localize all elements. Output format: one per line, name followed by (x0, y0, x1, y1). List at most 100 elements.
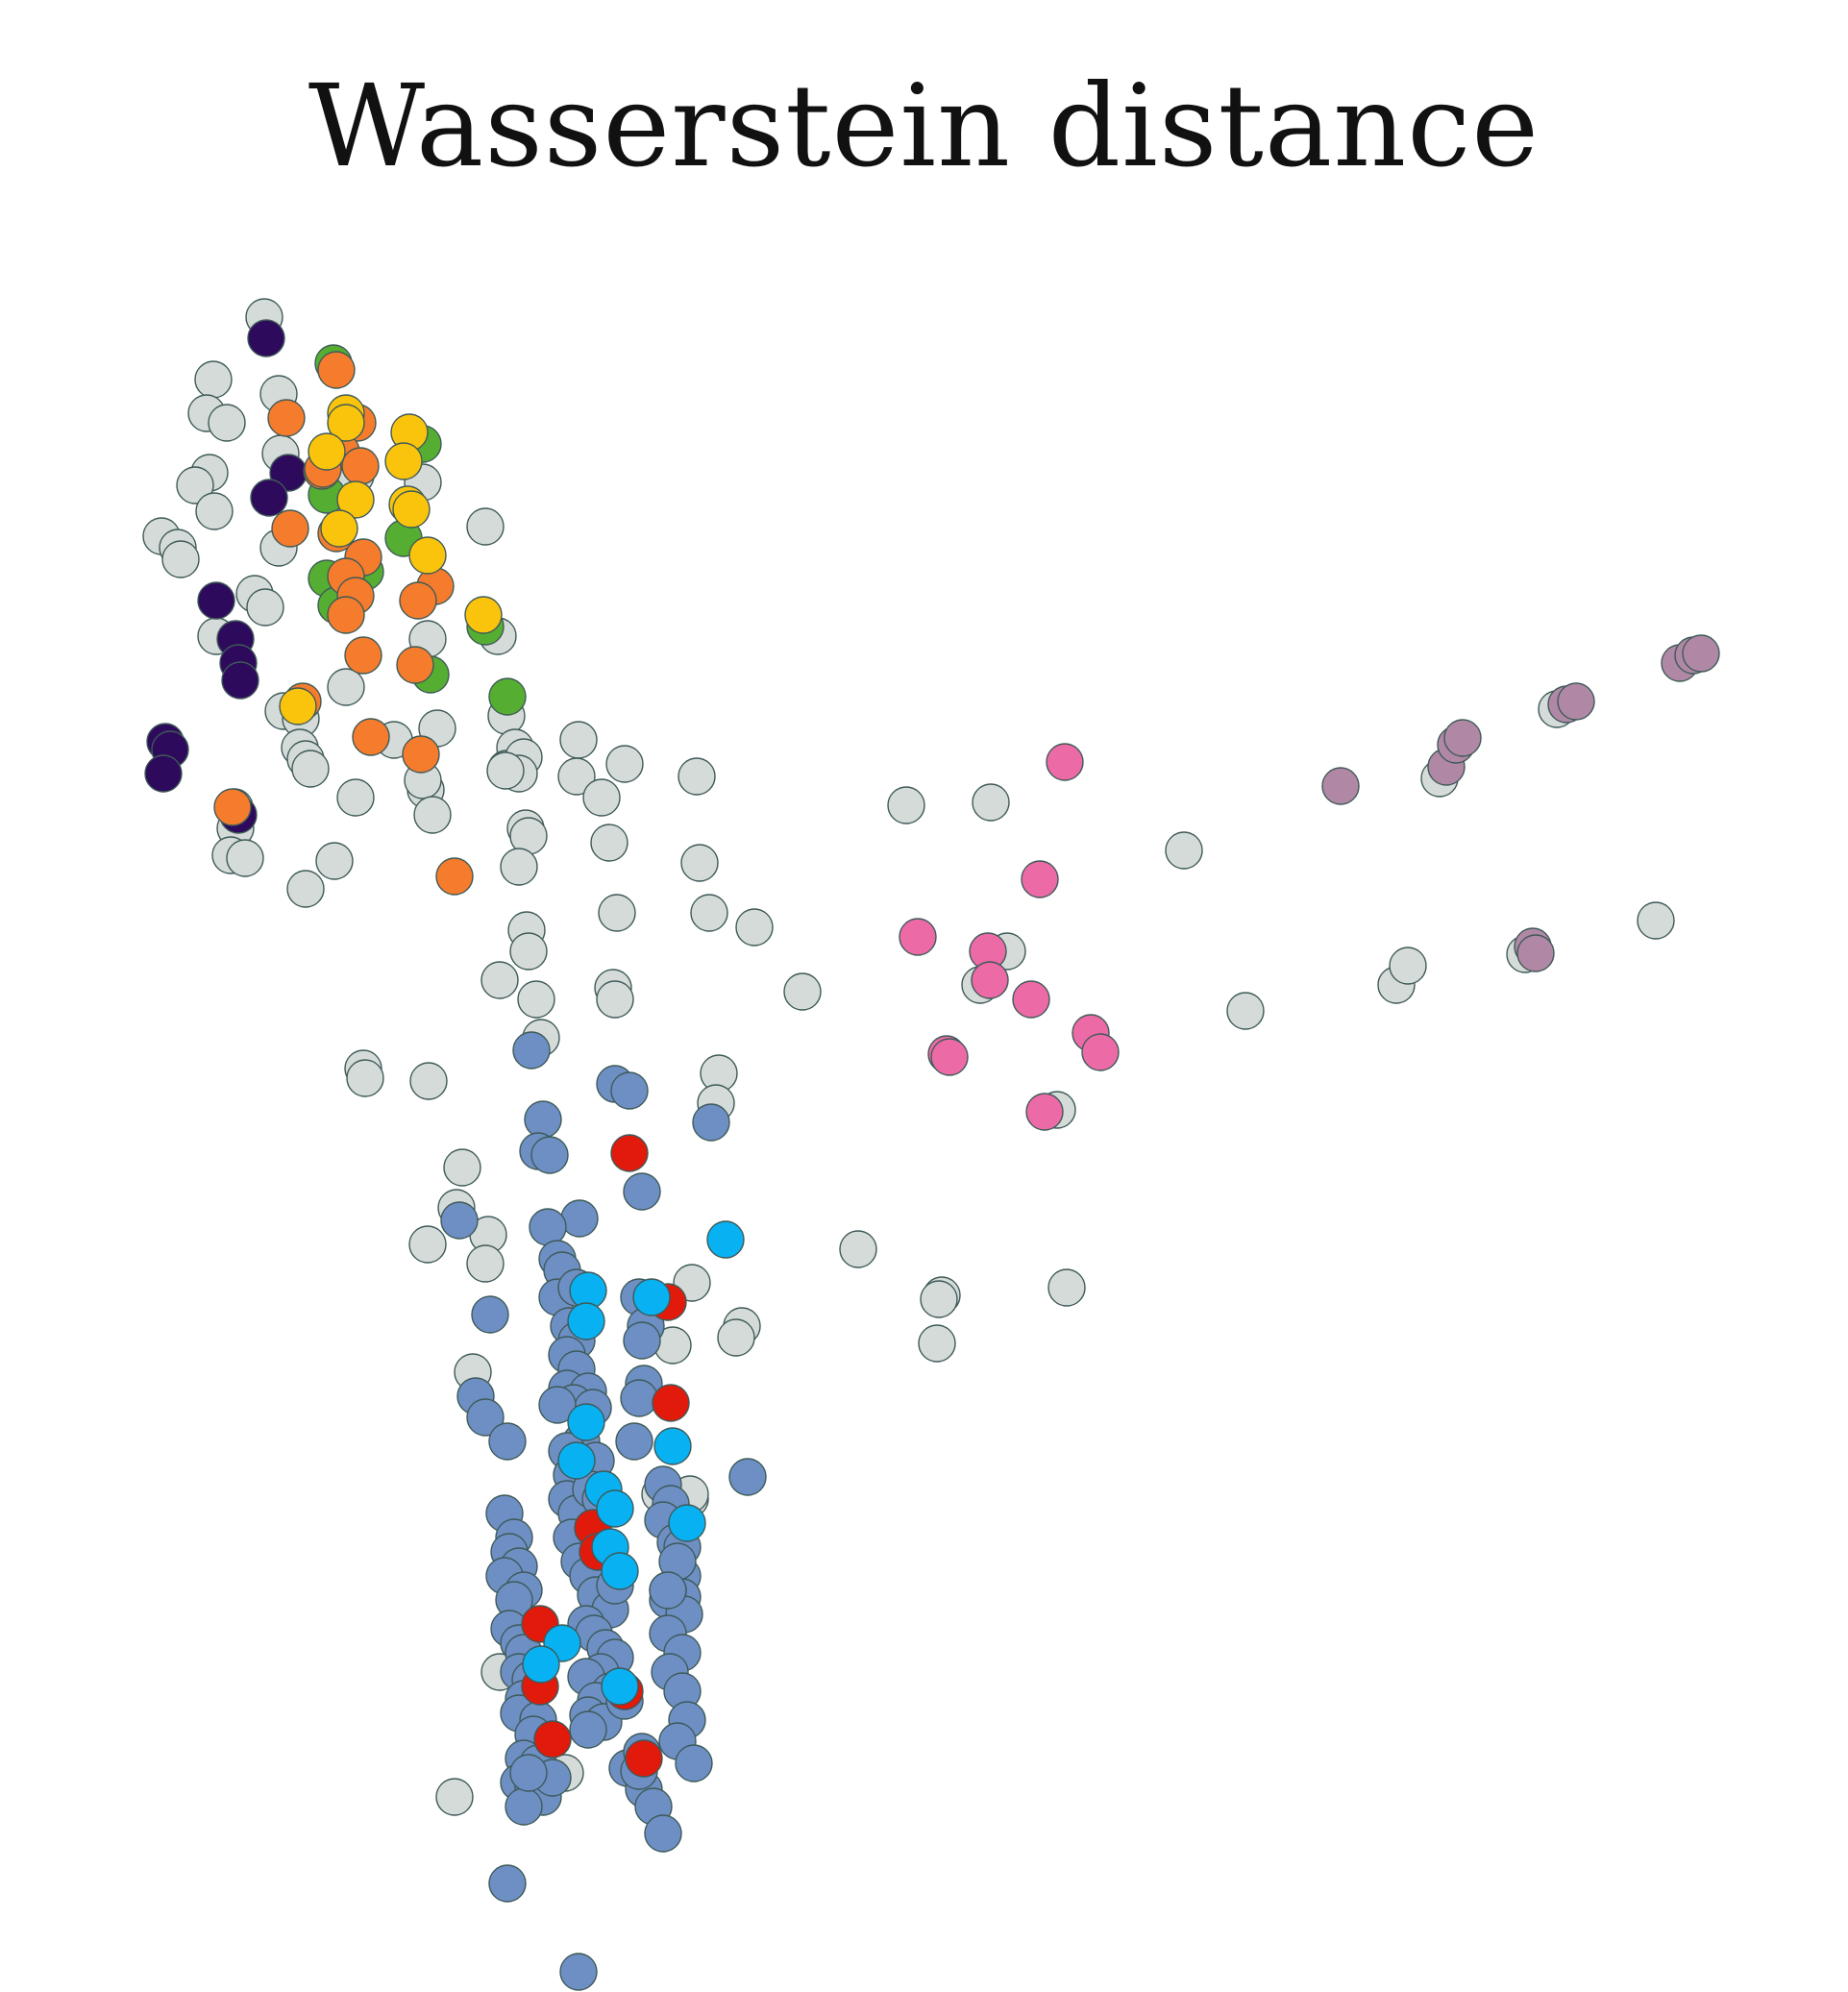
scatter-point-yellow (308, 432, 346, 471)
scatter-point-steel-blue (440, 1201, 479, 1240)
scatter-point-gray (678, 757, 716, 796)
scatter-point-green (488, 677, 527, 716)
scatter-point-gray (918, 1324, 956, 1363)
scatter-point-pink (1021, 860, 1059, 898)
scatter-point-orange (396, 646, 434, 684)
scatter-point-orange (271, 509, 309, 548)
scatter-point-yellow (279, 687, 317, 725)
scatter-point-yellow (327, 404, 365, 442)
scatter-point-pink (1025, 1093, 1064, 1131)
scatter-point-gray (435, 1778, 474, 1816)
scatter-point-gray (195, 492, 234, 530)
scatter-point-orange (402, 735, 440, 774)
scatter-point-yellow (384, 442, 423, 480)
scatter-point-steel-blue (623, 1321, 661, 1360)
scatter-point-gray (1047, 1268, 1086, 1307)
scatter-point-orange (317, 351, 356, 389)
scatter-point-pink (1046, 743, 1084, 781)
scatter-point-dark-purple (247, 319, 285, 357)
scatter-point-steel-blue (644, 1814, 682, 1853)
scatter-point-gray (413, 796, 452, 834)
scatter-point-orange (341, 447, 380, 485)
scatter-point-gray (887, 786, 925, 824)
scatter-point-gray (1226, 992, 1265, 1030)
scatter-point-orange (435, 857, 474, 896)
scatter-point-steel-blue (623, 1172, 661, 1211)
scatter-point-orange (344, 636, 382, 675)
scatter-point-gray (443, 1148, 481, 1187)
scatter-point-steel-blue (559, 1953, 598, 1991)
scatter-point-gray (409, 1062, 448, 1100)
scatter-point-dark-purple (221, 661, 259, 700)
scatter-point-gray (286, 870, 325, 908)
scatter-point-gray (557, 757, 596, 796)
scatter-point-steel-blue (488, 1864, 527, 1903)
scatter-point-steel-blue (466, 1398, 505, 1437)
scatter-point-gray (596, 980, 634, 1019)
scatter-point-steel-blue (512, 1031, 551, 1070)
scatter-point-yellow (336, 480, 375, 519)
scatter-point-dark-purple (197, 581, 235, 620)
scatter-point-gray (1165, 831, 1203, 870)
scatter-point-cyan (557, 1441, 596, 1480)
scatter-point-red (652, 1384, 690, 1422)
scatter-point-gray (466, 1244, 505, 1283)
scatter-point-orange (327, 596, 365, 634)
scatter-point-dark-purple (144, 754, 183, 793)
scatter-point-gray (336, 778, 375, 817)
scatter-point-yellow (320, 509, 358, 548)
scatter-point-pink (971, 961, 1009, 999)
scatter-point-gray (1637, 901, 1675, 940)
scatter-point-steel-blue (529, 1208, 567, 1246)
scatter-point-gray (226, 839, 264, 877)
scatter-point-steel-blue (615, 1422, 653, 1461)
scatter-point-pink (899, 918, 937, 956)
scatter-point-steel-blue (530, 1136, 569, 1174)
scatter-point-cyan (567, 1403, 605, 1441)
scatter-point-cyan (632, 1278, 671, 1316)
scatter-point-steel-blue (509, 1754, 548, 1792)
scatter-point-cyan (567, 1302, 605, 1340)
scatter-point-orange (213, 788, 252, 826)
scatter-point-gray (783, 972, 822, 1011)
scatter-point-cyan (668, 1504, 706, 1542)
scatter-point-steel-blue (675, 1744, 713, 1783)
scatter-point-cyan (601, 1552, 639, 1590)
scatter-point-gray (509, 932, 548, 971)
scatter-point-cyan (706, 1220, 745, 1259)
scatter-point-gray (1389, 947, 1427, 985)
scatter-point-gray (176, 466, 214, 504)
scatter-point-gray (920, 1280, 958, 1318)
scatter-point-gray (346, 1059, 384, 1097)
scatter-point-gray (480, 961, 519, 999)
scatter-point-orange (352, 718, 390, 756)
scatter-point-steel-blue (538, 1386, 577, 1424)
scatter-point-mauve (1321, 767, 1360, 805)
scatter-point-yellow (464, 596, 503, 634)
scatter-point-cyan (522, 1645, 560, 1684)
scatter-point-cyan (596, 1489, 634, 1528)
scatter-point-steel-blue (620, 1379, 658, 1417)
scatter-point-steel-blue (649, 1571, 687, 1610)
scatter-point-steel-blue (488, 1422, 527, 1461)
scatter-point-mauve (1682, 634, 1720, 673)
scatter-point-steel-blue (610, 1071, 649, 1110)
scatter-point-steel-blue (524, 1100, 562, 1139)
scatter-point-gray (500, 848, 538, 886)
scatter-point-gray (486, 751, 525, 790)
scatter-point-steel-blue (471, 1295, 509, 1334)
scatter-point-gray (972, 783, 1010, 822)
chart-title: Wasserstein distance (308, 60, 1540, 192)
scatter-point-cyan (601, 1667, 639, 1706)
scatter-point-gray (582, 778, 621, 817)
scatter-point-gray (194, 360, 233, 399)
scatter-point-pink (930, 1038, 969, 1076)
scatter-point-gray (590, 824, 628, 862)
scatter-point-steel-blue (728, 1458, 767, 1496)
scatter-point-red (625, 1739, 663, 1778)
scatter-point-gray (246, 588, 284, 627)
scatter-point-gray (408, 1225, 447, 1264)
scatter-point-steel-blue (505, 1787, 543, 1826)
scatter-point-gray (208, 404, 246, 442)
